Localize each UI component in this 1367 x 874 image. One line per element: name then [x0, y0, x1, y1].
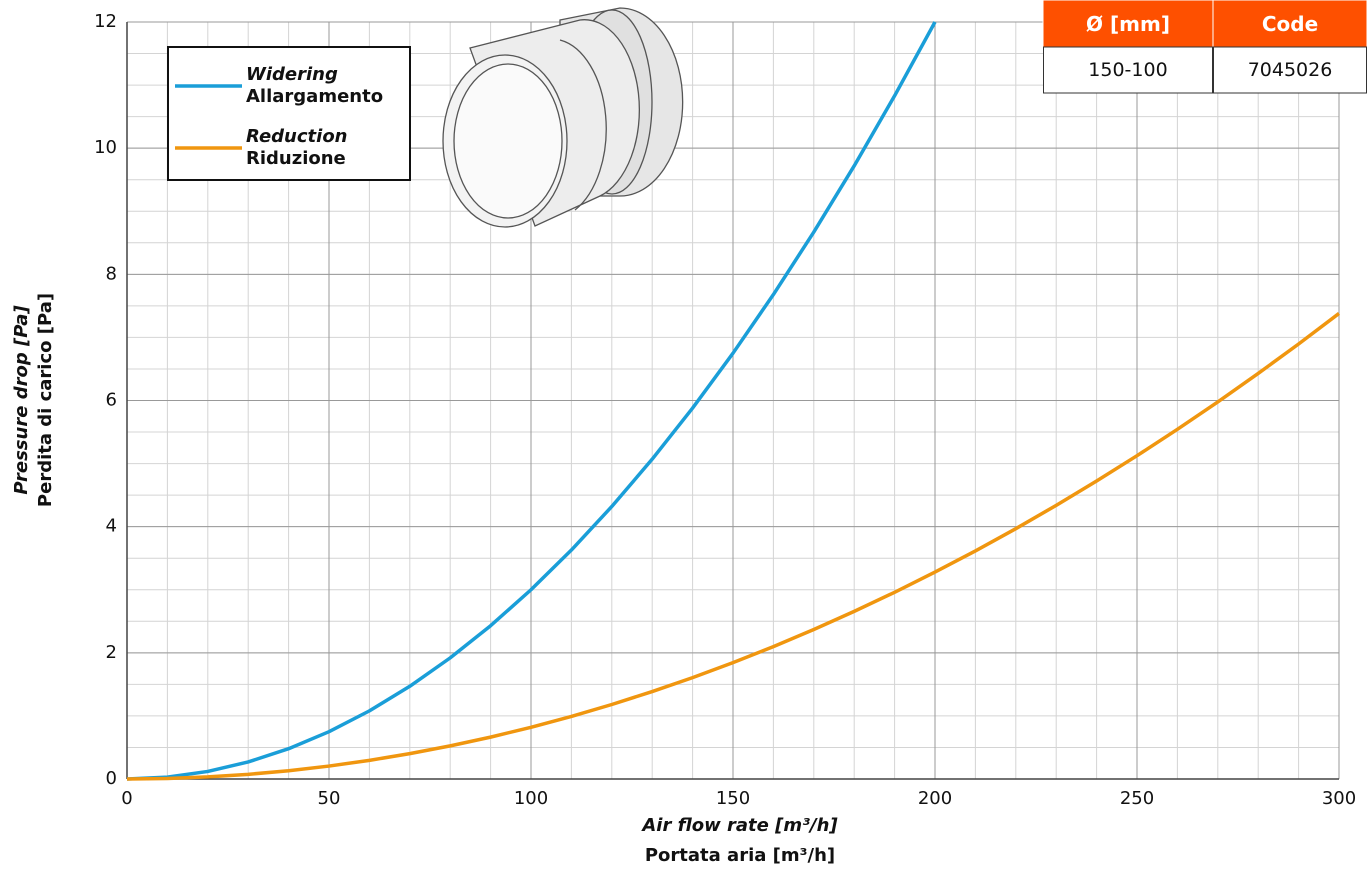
legend-sublabel: Allargamento	[246, 86, 383, 107]
code-table: Ø [mm] Code 150-100 7045026	[1042, 0, 1367, 94]
y-tick-label: 0	[106, 768, 117, 789]
legend-box	[167, 46, 411, 181]
table-cell	[1213, 46, 1367, 94]
table-cell	[1043, 46, 1213, 94]
table-header: Code	[1262, 12, 1318, 36]
y-tick-label: 12	[94, 11, 117, 32]
x-title: Air flow rate [m³/h]	[640, 815, 838, 836]
y-title: Pressure drop [Pa]	[11, 305, 32, 495]
fitting-illustration	[442, 7, 684, 228]
y-tick-label: 2	[106, 642, 117, 663]
x-tick-label: 300	[1322, 788, 1356, 809]
legend-label: Widering	[246, 64, 338, 85]
series-line	[126, 312, 1341, 781]
x-tick-label: 0	[121, 788, 132, 809]
y-tick-label: 6	[106, 390, 117, 411]
plot	[126, 21, 1341, 781]
series-line	[126, 21, 937, 781]
x-tick-label: 250	[1120, 788, 1154, 809]
y-tick-label: 10	[94, 137, 117, 158]
table-header-cell	[1212, 0, 1367, 48]
x-tick-label: 50	[318, 788, 341, 809]
table-header-cell	[1042, 0, 1214, 48]
x-subtitle: Portata aria [m³/h]	[645, 845, 835, 866]
table-cell-text: 7045026	[1248, 59, 1333, 81]
y-tick-label: 8	[106, 263, 117, 284]
x-tick-label: 100	[514, 788, 548, 809]
legend-sublabel: Riduzione	[246, 148, 346, 169]
x-tick-label: 200	[918, 788, 952, 809]
y-subtitle: Perdita di carico [Pa]	[35, 293, 56, 507]
table-cell-text: 150-100	[1088, 59, 1167, 81]
y-tick-label: 4	[106, 516, 117, 537]
legend-label: Reduction	[246, 126, 348, 147]
x-tick-label: 150	[716, 788, 750, 809]
table-header: Ø [mm]	[1086, 12, 1170, 36]
